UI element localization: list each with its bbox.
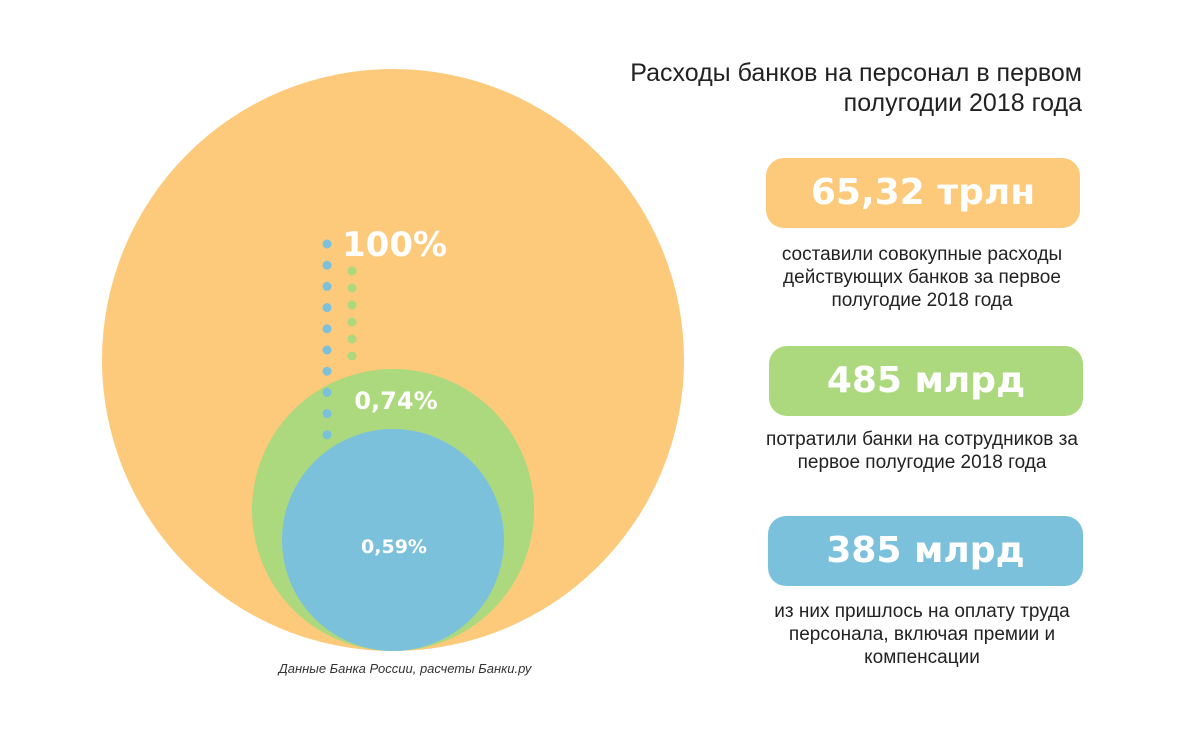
chart-title-line-1: Расходы банков на персонал в первом — [630, 59, 1082, 87]
leader-dot-blue — [322, 281, 332, 291]
leader-dot-green — [347, 334, 357, 344]
stat-description-line: действующих банков за первое — [783, 267, 1061, 288]
bubble-total — [102, 69, 684, 651]
leader-dot-blue — [322, 324, 332, 334]
stat-total-expenses-value: 65,32 трлн — [766, 158, 1080, 228]
bubble-salary — [282, 429, 504, 651]
source-note: Данные Банка России, расчеты Банки.ру — [278, 661, 532, 676]
leader-dot-green — [347, 300, 357, 310]
leader-dot-blue — [322, 366, 332, 376]
leader-dot-blue — [322, 260, 332, 270]
leader-dot-blue — [322, 303, 332, 313]
leader-dot-green — [347, 266, 357, 276]
stat-description-line: из них пришлось на оплату труда — [774, 601, 1070, 622]
leader-dot-blue — [322, 430, 332, 440]
leader-dot-blue — [322, 409, 332, 419]
stat-staff-expenses-value: 485 млрд — [769, 346, 1083, 416]
leader-dot-green — [347, 283, 357, 293]
label-salary: 0,59% — [361, 536, 427, 558]
label-staff: 0,74% — [354, 387, 437, 415]
stat-staff-expenses-description: потратили банки на сотрудников за первое… — [742, 428, 1102, 474]
chart-title: Расходы банков на персонал в первом полу… — [562, 58, 1082, 118]
stat-salary-expenses-value: 385 млрд — [768, 516, 1083, 586]
stat-description-line: первое полугодие 2018 года — [797, 452, 1047, 473]
leader-dot-blue — [322, 387, 332, 397]
leader-dot-blue — [322, 239, 332, 249]
leader-dot-blue — [322, 345, 332, 355]
stat-description-line: персонала, включая премии и — [788, 624, 1056, 645]
stat-salary-expenses-description: из них пришлось на оплату труда персонал… — [742, 600, 1102, 669]
chart-title-line-2: полугодии 2018 года — [843, 89, 1082, 117]
stat-description-line: компенсации — [864, 647, 980, 668]
stat-description-line: полугодие 2018 года — [831, 290, 1013, 311]
label-total: 100% — [342, 225, 447, 265]
leader-dot-green — [347, 317, 357, 327]
stat-total-expenses-description: составили совокупные расходы действующих… — [742, 243, 1102, 312]
stat-description-line: потратили банки на сотрудников за — [766, 429, 1078, 450]
leader-dot-green — [347, 351, 357, 361]
stat-description-line: составили совокупные расходы — [781, 244, 1063, 265]
